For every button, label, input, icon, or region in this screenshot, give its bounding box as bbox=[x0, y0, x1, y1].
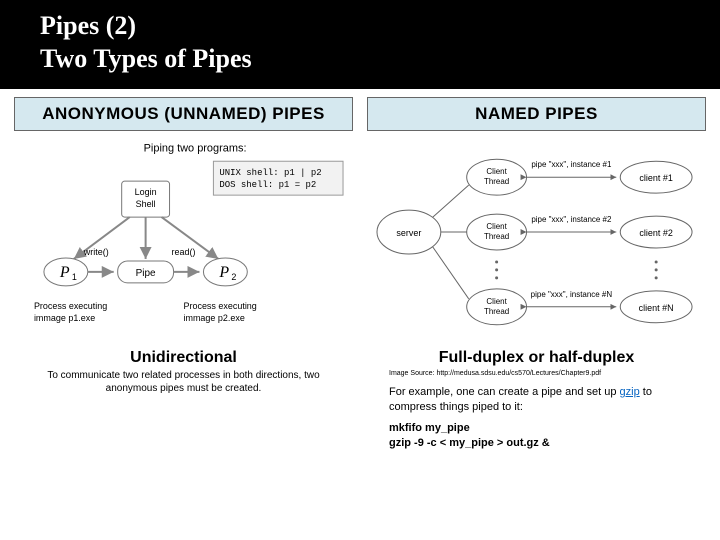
exec1-l2: immage p1.exe bbox=[34, 313, 95, 323]
exec1-l1: Process executing bbox=[34, 301, 107, 311]
client-n-label: client #N bbox=[639, 303, 674, 313]
p2-sub: 2 bbox=[231, 272, 236, 282]
p1-label: P bbox=[59, 264, 70, 281]
exec2-l1: Process executing bbox=[184, 301, 257, 311]
right-header: NAMED PIPES bbox=[367, 97, 706, 131]
login-label-2: Shell bbox=[136, 199, 156, 209]
client-2-label: client #2 bbox=[639, 228, 672, 238]
image-source: Image Source: http://medusa.sdsu.edu/cs5… bbox=[367, 370, 706, 377]
left-column: ANONYMOUS (UNNAMED) PIPES Piping two pro… bbox=[14, 97, 353, 450]
write-label: write() bbox=[83, 247, 109, 257]
p2-label: P bbox=[218, 264, 229, 281]
svg-text:Client: Client bbox=[486, 222, 507, 231]
login-label-1: Login bbox=[135, 187, 157, 197]
code-block: mkfifo my_pipe gzip -9 -c < my_pipe > ou… bbox=[367, 415, 706, 451]
slide: Pipes (2) Two Types of Pipes ANONYMOUS (… bbox=[0, 0, 720, 540]
right-caption-title: Full-duplex or half-duplex bbox=[367, 349, 706, 367]
columns: ANONYMOUS (UNNAMED) PIPES Piping two pro… bbox=[0, 89, 720, 450]
pipe-inst-2: pipe "xxx", instance #2 bbox=[531, 215, 612, 224]
anonymous-pipe-diagram: Piping two programs: UNIX shell: p1 | p2… bbox=[14, 137, 353, 347]
left-header: ANONYMOUS (UNNAMED) PIPES bbox=[14, 97, 353, 131]
exec2-l2: immage p2.exe bbox=[184, 313, 245, 323]
server-label: server bbox=[396, 228, 421, 238]
left-caption-sub: To communicate two related processes in … bbox=[14, 369, 353, 395]
svg-text:Thread: Thread bbox=[484, 232, 509, 241]
svg-text:Client: Client bbox=[486, 167, 507, 176]
code-line-1: mkfifo my_pipe bbox=[389, 421, 698, 436]
gzip-link[interactable]: gzip bbox=[620, 386, 640, 398]
svg-text:Thread: Thread bbox=[484, 307, 509, 316]
title-line-2: Two Types of Pipes bbox=[40, 44, 252, 73]
example-text: For example, one can create a pipe and s… bbox=[367, 377, 706, 415]
svg-text:Client: Client bbox=[486, 297, 507, 306]
diagram-caption: Piping two programs: bbox=[144, 142, 247, 154]
title-bar: Pipes (2) Two Types of Pipes bbox=[0, 0, 720, 89]
client-1-label: client #1 bbox=[639, 173, 672, 183]
pipe-label: Pipe bbox=[136, 268, 156, 279]
shell-line-1: UNIX shell: p1 | p2 bbox=[219, 168, 321, 178]
read-label: read() bbox=[172, 247, 196, 257]
svg-text:Thread: Thread bbox=[484, 177, 509, 186]
left-caption-title: Unidirectional bbox=[14, 349, 353, 367]
right-column: NAMED PIPES server Client Thread bbox=[367, 97, 706, 450]
title-line-1: Pipes (2) bbox=[40, 11, 136, 40]
example-pre: For example, one can create a pipe and s… bbox=[389, 386, 620, 398]
slide-title: Pipes (2) Two Types of Pipes bbox=[40, 10, 680, 75]
pipe-inst-n: pipe "xxx", instance #N bbox=[531, 290, 613, 299]
p1-sub: 1 bbox=[72, 272, 77, 282]
pipe-inst-1: pipe "xxx", instance #1 bbox=[531, 160, 612, 169]
shell-line-2: DOS shell: p1 = p2 bbox=[219, 180, 316, 190]
named-pipe-diagram: server Client Thread Client Thread Clien… bbox=[367, 137, 706, 347]
code-line-2: gzip -9 -c < my_pipe > out.gz & bbox=[389, 436, 698, 451]
